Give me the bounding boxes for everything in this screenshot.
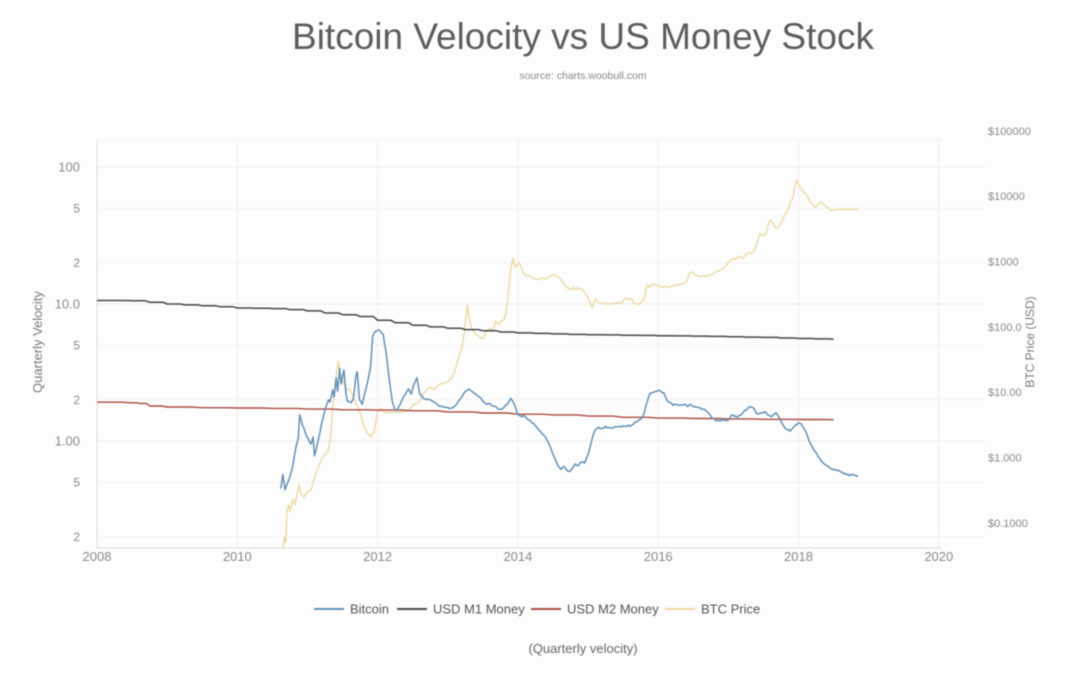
svg-text:2012: 2012 [363, 549, 392, 564]
svg-text:BTC Price (USD): BTC Price (USD) [1023, 296, 1037, 387]
svg-text:1.00: 1.00 [55, 434, 80, 449]
svg-text:source: charts.woobull.com: source: charts.woobull.com [519, 70, 646, 82]
svg-text:$1.000: $1.000 [988, 453, 1022, 465]
svg-text:$100000: $100000 [988, 126, 1031, 138]
svg-text:Bitcoin Velocity vs US Money S: Bitcoin Velocity vs US Money Stock [292, 16, 874, 57]
svg-text:Bitcoin: Bitcoin [350, 602, 389, 617]
svg-text:2016: 2016 [644, 549, 673, 564]
svg-text:5: 5 [73, 475, 80, 489]
svg-text:Quarterly Velocity: Quarterly Velocity [30, 291, 45, 393]
svg-text:BTC Price: BTC Price [701, 602, 760, 617]
svg-text:2010: 2010 [223, 549, 252, 564]
svg-text:2: 2 [73, 393, 80, 407]
svg-text:2020: 2020 [924, 549, 953, 564]
svg-text:(Quarterly velocity): (Quarterly velocity) [528, 641, 637, 656]
svg-text:5: 5 [73, 201, 80, 215]
svg-text:$10.00: $10.00 [988, 387, 1022, 399]
svg-text:2014: 2014 [503, 549, 532, 564]
svg-text:$10000: $10000 [988, 191, 1025, 203]
svg-text:USD M1 Money: USD M1 Money [433, 602, 525, 617]
svg-text:$0.1000: $0.1000 [988, 518, 1028, 530]
svg-text:2: 2 [73, 256, 80, 270]
svg-text:2008: 2008 [83, 549, 112, 564]
svg-text:$1000: $1000 [988, 257, 1019, 269]
svg-text:100: 100 [58, 160, 80, 175]
svg-text:5: 5 [73, 338, 80, 352]
svg-text:$100.0: $100.0 [988, 322, 1022, 334]
svg-text:2: 2 [73, 530, 80, 544]
svg-text:USD M2 Money: USD M2 Money [567, 602, 659, 617]
svg-text:2018: 2018 [784, 549, 813, 564]
svg-text:10.0: 10.0 [55, 297, 80, 312]
